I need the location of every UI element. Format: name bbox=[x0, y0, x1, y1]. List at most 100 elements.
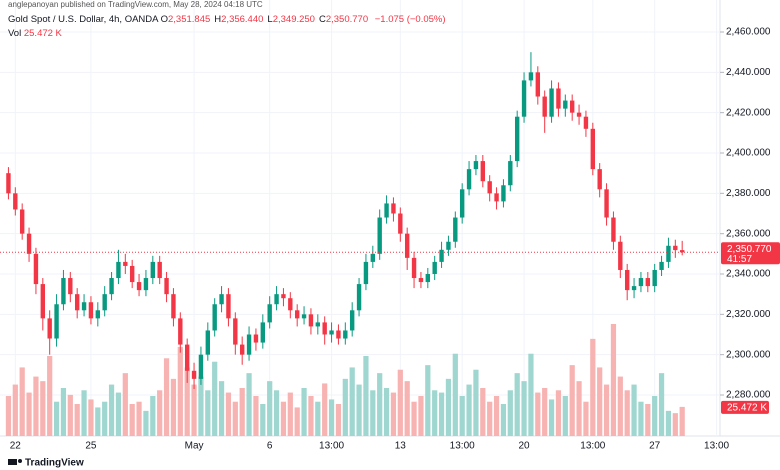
volume-bar bbox=[205, 390, 211, 436]
volume-bar bbox=[383, 388, 390, 436]
y-tick-label: 2,300.000 bbox=[726, 349, 771, 360]
candle-body bbox=[679, 250, 685, 253]
candle-body bbox=[576, 112, 582, 117]
candle-body bbox=[19, 209, 25, 234]
candle-body bbox=[81, 302, 87, 311]
volume-bar bbox=[287, 392, 293, 436]
volume-bar bbox=[273, 390, 280, 436]
candle-body bbox=[260, 322, 266, 343]
candle-body bbox=[590, 128, 596, 170]
volume-bar bbox=[177, 346, 183, 436]
volume-bar bbox=[583, 401, 589, 436]
volume-bar bbox=[438, 392, 445, 436]
change: −1.075 (−0.05%) bbox=[374, 14, 446, 25]
candle-body bbox=[33, 253, 39, 285]
candle-body bbox=[487, 181, 492, 194]
candle-body bbox=[226, 294, 231, 319]
volume-bar bbox=[645, 404, 651, 436]
ohlc-value: 2,350.770 bbox=[325, 14, 369, 25]
ohlc: O2,351.845 H2,356.440 L2,349.250 C2,350.770 bbox=[161, 14, 373, 25]
volume-bar bbox=[425, 365, 431, 436]
candle-body bbox=[563, 100, 568, 109]
volume-bar bbox=[239, 388, 245, 436]
candle-body bbox=[418, 278, 424, 283]
candle-body bbox=[528, 72, 534, 81]
volume-bar bbox=[617, 376, 623, 436]
volume-bar bbox=[232, 401, 238, 436]
candle-body bbox=[336, 330, 341, 339]
volume-bar bbox=[53, 401, 60, 436]
logo bbox=[8, 459, 22, 465]
candle-body bbox=[308, 314, 314, 327]
volume-bar bbox=[143, 410, 149, 436]
volume-bar bbox=[157, 390, 163, 436]
volume-bar bbox=[473, 369, 479, 436]
candle-body bbox=[95, 310, 101, 319]
y-tick-label: 2,280.000 bbox=[726, 390, 771, 401]
volume-bar bbox=[652, 396, 658, 436]
candle-body bbox=[645, 278, 651, 287]
volume-bar bbox=[569, 365, 575, 436]
y-tick-label: 2,340.000 bbox=[726, 269, 771, 280]
x-tick-label: 13:00 bbox=[319, 441, 344, 452]
volume-bar bbox=[33, 376, 39, 436]
candle-body bbox=[514, 116, 520, 162]
candle-body bbox=[549, 88, 554, 117]
candle-body bbox=[556, 88, 561, 109]
volume-bar bbox=[597, 367, 603, 436]
x-tick-label: 22 bbox=[10, 441, 22, 452]
volume-bar bbox=[136, 401, 142, 436]
ohlc-value: 2,349.250 bbox=[272, 14, 315, 25]
candle-body bbox=[370, 253, 376, 262]
volume-bar bbox=[328, 399, 335, 436]
volume-bar bbox=[108, 384, 115, 436]
volume-bar bbox=[315, 401, 321, 436]
volume-bar bbox=[390, 392, 397, 436]
candle-body bbox=[267, 304, 272, 323]
candle-body bbox=[212, 304, 217, 331]
candle-body bbox=[54, 304, 59, 339]
candle-body bbox=[432, 261, 437, 274]
volume-bar bbox=[500, 404, 507, 436]
volume-bar bbox=[308, 396, 314, 436]
volume-bar bbox=[535, 392, 541, 436]
candle-body bbox=[301, 314, 307, 319]
candle-body bbox=[542, 96, 547, 117]
candle-body bbox=[164, 278, 169, 295]
y-tick-label: 2,380.000 bbox=[726, 188, 771, 199]
volume-bar bbox=[163, 358, 170, 436]
volume-bar bbox=[40, 381, 46, 436]
x-tick-label: 20 bbox=[519, 441, 531, 452]
last-price-box bbox=[721, 242, 780, 265]
candle-body bbox=[253, 334, 259, 343]
candle-body bbox=[88, 302, 94, 319]
candle-body bbox=[288, 298, 293, 311]
candle-body bbox=[356, 284, 362, 311]
volume-bar bbox=[280, 401, 287, 436]
candle-body bbox=[274, 294, 279, 305]
x-tick-label: May bbox=[185, 441, 204, 452]
volume-bar bbox=[370, 390, 376, 436]
volume-bar bbox=[184, 367, 190, 436]
volume-bar bbox=[322, 383, 328, 436]
candle-body bbox=[604, 189, 609, 218]
volume-bar bbox=[445, 378, 452, 436]
volume-bar bbox=[253, 396, 259, 436]
candle-body bbox=[233, 318, 238, 345]
candle-body bbox=[652, 269, 657, 287]
candle-body bbox=[6, 173, 11, 194]
candle-body bbox=[466, 169, 472, 190]
candle-body bbox=[349, 310, 355, 331]
volume-bar bbox=[170, 378, 177, 436]
volume-bar bbox=[507, 390, 513, 436]
volume-bar bbox=[466, 384, 472, 436]
volume-value: 25.472 K bbox=[23, 28, 62, 39]
candle-body bbox=[398, 213, 403, 234]
candle-body bbox=[480, 161, 486, 182]
candle-body bbox=[377, 217, 382, 254]
volume-bar bbox=[404, 381, 410, 436]
volume-bar bbox=[122, 373, 128, 436]
volume-bar bbox=[363, 356, 369, 436]
legend-line: Gold Spot / U.S. Dollar, 4h, OANDA O2,35… bbox=[8, 14, 446, 25]
candle-body bbox=[47, 318, 52, 339]
